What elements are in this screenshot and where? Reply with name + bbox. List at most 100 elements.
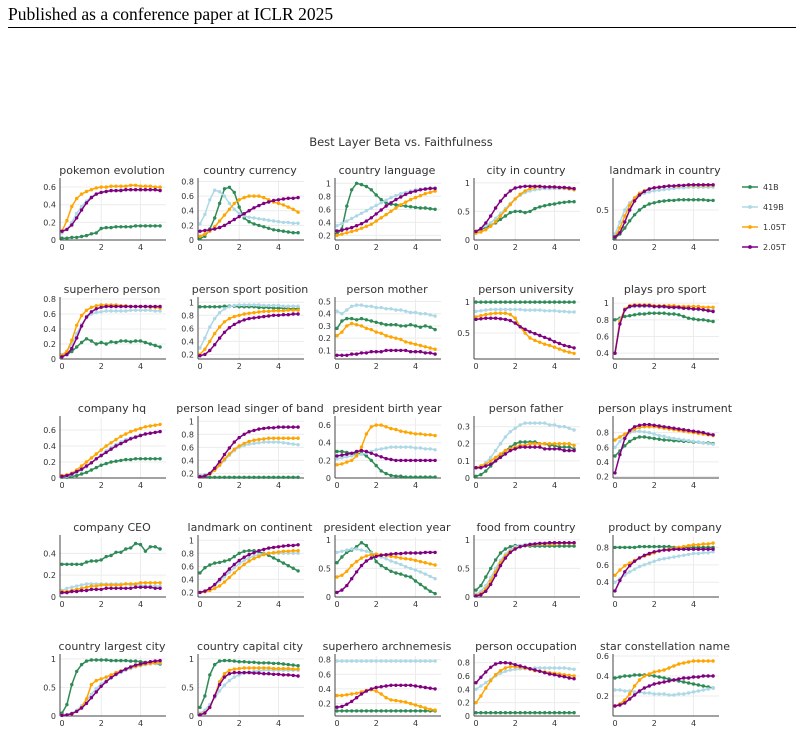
data-point	[691, 690, 696, 694]
data-point	[286, 475, 290, 479]
data-point	[642, 430, 647, 434]
data-point	[384, 566, 388, 571]
data-point	[84, 659, 89, 663]
data-point	[281, 304, 286, 308]
data-point	[613, 589, 617, 593]
data-point	[623, 689, 627, 693]
data-point	[662, 434, 666, 438]
data-point	[543, 442, 547, 446]
data-point	[628, 692, 632, 696]
data-point	[562, 666, 566, 670]
data-point	[428, 433, 432, 437]
legend-marker	[748, 185, 752, 189]
data-point	[528, 711, 532, 715]
data-point	[394, 348, 398, 353]
data-point	[203, 212, 207, 217]
data-point	[394, 427, 398, 432]
data-point	[637, 689, 642, 693]
data-point	[296, 308, 300, 312]
data-point	[237, 205, 241, 209]
data-point	[133, 659, 138, 663]
data-point	[217, 311, 222, 315]
y-tick-label: 0.2	[181, 588, 194, 597]
data-point	[109, 188, 113, 193]
data-point	[262, 217, 266, 222]
data-point	[642, 312, 647, 316]
data-point	[335, 709, 339, 713]
legend-label: 1.05T	[763, 223, 786, 232]
x-tick-label: 0	[612, 243, 617, 252]
y-tick-label: 0.4	[318, 310, 331, 319]
data-point	[114, 444, 118, 448]
data-point	[286, 196, 290, 200]
data-point	[109, 447, 113, 451]
data-point	[379, 455, 383, 459]
x-tick-label: 0	[59, 243, 64, 252]
data-point	[262, 661, 266, 665]
data-point	[99, 684, 103, 688]
data-point	[208, 305, 212, 309]
data-point	[124, 432, 128, 436]
data-point	[399, 192, 403, 196]
data-point	[662, 548, 666, 552]
data-point	[138, 581, 143, 585]
data-point	[628, 697, 632, 701]
data-point	[281, 662, 286, 666]
data-point	[479, 472, 483, 477]
data-point	[413, 446, 418, 450]
data-point	[677, 198, 681, 202]
data-point	[413, 324, 418, 328]
data-point	[213, 475, 217, 479]
data-point	[489, 214, 493, 218]
data-point	[129, 183, 133, 187]
data-point	[133, 183, 138, 187]
data-point	[632, 567, 637, 571]
data-point	[153, 185, 157, 189]
data-point	[428, 458, 432, 463]
data-point	[552, 309, 557, 313]
y-tick-label: 0	[326, 474, 331, 483]
data-point	[89, 456, 94, 460]
data-point	[79, 464, 84, 468]
data-point	[489, 462, 493, 466]
data-point	[114, 309, 118, 313]
data-point	[711, 305, 715, 309]
data-point	[489, 224, 493, 228]
data-point	[252, 660, 256, 664]
data-point	[359, 316, 364, 321]
data-point	[682, 692, 686, 696]
data-point	[389, 709, 393, 713]
data-point	[359, 226, 364, 230]
data-point	[672, 436, 676, 441]
data-point	[696, 430, 701, 434]
data-point	[364, 224, 369, 228]
data-point	[262, 314, 266, 319]
data-point	[267, 440, 271, 444]
data-point	[237, 551, 241, 555]
data-point	[484, 469, 488, 473]
data-point	[552, 447, 557, 451]
data-point	[628, 208, 632, 212]
data-point	[286, 308, 290, 312]
data-point	[394, 555, 398, 559]
data-point	[247, 194, 251, 198]
data-point	[552, 673, 557, 677]
data-point	[513, 711, 517, 715]
data-point	[79, 467, 84, 471]
y-tick-label: 0.8	[596, 316, 609, 325]
data-point	[623, 226, 627, 230]
data-point	[399, 458, 403, 463]
data-point	[350, 458, 354, 463]
data-point	[94, 231, 99, 235]
data-point	[203, 589, 207, 593]
data-point	[613, 580, 617, 584]
data-point	[513, 197, 517, 201]
data-point	[133, 435, 138, 439]
data-point	[237, 444, 241, 448]
data-point	[79, 324, 84, 328]
data-point	[99, 658, 103, 662]
x-tick-label: 2	[652, 600, 657, 609]
data-point	[433, 314, 437, 318]
